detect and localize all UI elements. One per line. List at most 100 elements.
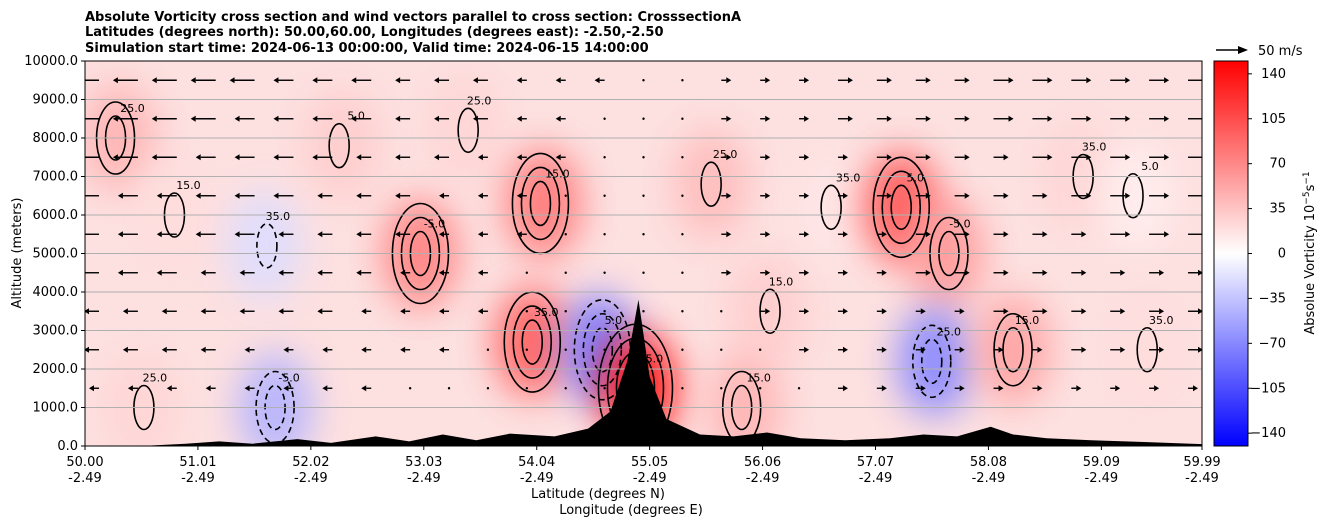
wind-vector-head (964, 115, 970, 122)
wind-vector-head (1120, 346, 1126, 353)
wind-vector-head (283, 346, 289, 353)
wind-vector-head (964, 231, 970, 238)
wind-vector (408, 387, 412, 390)
wind-vector-head (200, 308, 206, 315)
wind-vector-head (1203, 193, 1208, 199)
wind-vector-head (1081, 346, 1087, 353)
y-tick-label: 4000.0 (33, 285, 79, 300)
colorbar-ticks: 140 105 70 35 0 −35 −70 −105 −140 (1248, 67, 1286, 441)
vorticity-cell (706, 352, 783, 446)
wind-vector-head (925, 77, 931, 84)
contour-label: -5.0 (949, 218, 970, 231)
wind-vector-head (1125, 154, 1131, 161)
colorbar-tick-label: −70 (1259, 336, 1286, 351)
wind-vector-head (200, 346, 206, 353)
chart-title: Absolute Vorticity cross section and win… (85, 10, 741, 56)
wind-vector-head (244, 385, 250, 392)
wind-vector-head (842, 154, 848, 161)
colorbar-label-unit-exponent: −1 (1302, 171, 1312, 184)
wind-vector-head (439, 308, 445, 315)
wind-vector-head (1203, 116, 1208, 122)
wind-vector-head (195, 192, 201, 199)
wind-vector-head (356, 231, 362, 238)
x-tick-label-lat: 52.02 (292, 455, 329, 470)
wind-vector-head (472, 77, 478, 84)
wind-vector-head (765, 269, 771, 276)
wind-vector (681, 233, 684, 236)
wind-vector (758, 387, 762, 390)
wind-vector-head (765, 115, 771, 122)
contour-label: 5.0 (1141, 160, 1159, 173)
contour-label: 5.0 (347, 110, 365, 123)
wind-vector-head (594, 77, 600, 84)
wind-vector-head (804, 308, 810, 315)
colorbar-label-base: Absolue Vorticity 10 (1303, 205, 1318, 335)
contour-label: 15.0 (746, 372, 771, 385)
wind-vector (681, 117, 684, 120)
wind-vector (603, 271, 606, 274)
colorbar: 140 105 70 35 0 −35 −70 −105 −140 Absolue Vortic… (1213, 60, 1318, 447)
title-line-1: Absolute Vorticity cross section and win… (85, 10, 741, 25)
wind-vector-head (847, 77, 853, 84)
wind-vector-head (959, 308, 965, 315)
contour-ring (890, 184, 913, 231)
wind-vector-head (400, 346, 406, 353)
wind-vector-head (1081, 269, 1087, 276)
wind-vector-head (842, 308, 848, 315)
colorbar-tick-label: −35 (1259, 291, 1286, 306)
contour-label: 5.0 (605, 314, 623, 327)
vorticity-cell (975, 294, 1052, 405)
contour-ring (700, 161, 722, 207)
wind-vector-head (79, 231, 84, 237)
wind-vector (720, 387, 723, 390)
wind-vector-head (439, 192, 445, 199)
wind-vector (642, 156, 645, 159)
contour-label: 25.0 (143, 372, 168, 385)
contour-ring (256, 223, 278, 269)
vorticity-cell (304, 90, 381, 201)
wind-vector-head (1203, 77, 1208, 83)
wind-vector-head (842, 192, 848, 199)
wind-vector-head (200, 269, 206, 276)
wind-vector (758, 348, 762, 351)
wind-vector-head (726, 115, 732, 122)
colorbar-tick-label: 0 (1278, 247, 1286, 262)
wind-vector-head (804, 77, 810, 84)
wind-vector-head (1086, 154, 1092, 161)
x-tick-label-lat: 59.99 (1183, 455, 1220, 470)
wind-vector-head (959, 385, 965, 392)
wind-vector-head (881, 346, 887, 353)
wind-vector-head (925, 269, 931, 276)
contour-ring (529, 180, 552, 227)
wind-vector-head (477, 269, 483, 276)
wind-vector-head (239, 269, 245, 276)
wind-vector-head (151, 115, 157, 122)
colorbar-label: Absolue Vorticity 10−5s−1 (1302, 171, 1318, 334)
wind-vector-head (1125, 192, 1131, 199)
contour-label: 35.0 (266, 210, 291, 223)
colorbar-tick-label: 35 (1269, 202, 1286, 217)
wind-vector-head (1115, 385, 1121, 392)
x-tick-label-lon: -2.49 (520, 471, 554, 486)
wind-vector-head (1047, 115, 1053, 122)
wind-vector-head (278, 231, 284, 238)
wind-vector-head (278, 308, 284, 315)
contour-ring (520, 166, 561, 241)
wind-vector-head (239, 308, 245, 315)
x-tick-label-lat: 57.07 (857, 455, 894, 470)
x-tick-label-lon: -2.49 (746, 471, 780, 486)
x-tick-label-lat: 50.00 (66, 455, 103, 470)
wind-vector-head (400, 308, 406, 315)
wind-vector (797, 387, 801, 390)
wind-vector-head (1203, 231, 1208, 237)
y-tick-label: 5000.0 (33, 247, 79, 262)
vorticity-cell (796, 152, 873, 263)
wind-vector-head (1008, 77, 1014, 84)
y-tick-label: 6000.0 (33, 208, 79, 223)
wind-vector-head (1125, 231, 1131, 238)
wind-vector-head (117, 269, 123, 276)
x-tick-label-lon: -2.49 (68, 471, 102, 486)
wind-vector-head (190, 115, 196, 122)
wind-vector-head (804, 269, 810, 276)
contour-label: 35.0 (1082, 141, 1107, 154)
